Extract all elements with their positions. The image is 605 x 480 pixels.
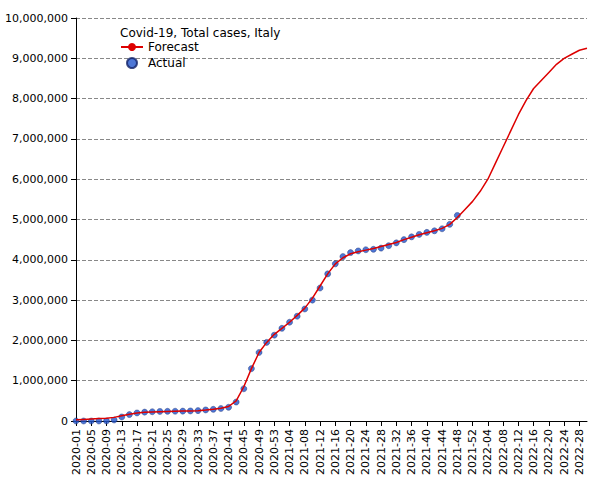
svg-text:2021-16: 2021-16 <box>329 429 342 475</box>
svg-text:1,000,000: 1,000,000 <box>12 374 68 387</box>
svg-text:2021-44: 2021-44 <box>436 429 449 475</box>
svg-text:2020-01: 2020-01 <box>70 429 83 475</box>
svg-text:9,000,000: 9,000,000 <box>12 52 68 65</box>
svg-text:7,000,000: 7,000,000 <box>12 132 68 145</box>
svg-text:2022-16: 2022-16 <box>527 429 540 475</box>
svg-text:2020-37: 2020-37 <box>207 429 220 475</box>
svg-text:2020-33: 2020-33 <box>192 429 205 475</box>
svg-text:2021-08: 2021-08 <box>298 429 311 475</box>
svg-text:2020-41: 2020-41 <box>222 429 235 475</box>
svg-text:2020-05: 2020-05 <box>85 429 98 475</box>
svg-text:2022-24: 2022-24 <box>558 429 571 475</box>
svg-text:2020-09: 2020-09 <box>100 429 113 475</box>
svg-text:2022-20: 2022-20 <box>542 429 555 475</box>
svg-text:2021-24: 2021-24 <box>359 429 372 475</box>
svg-text:Forecast: Forecast <box>148 40 199 54</box>
svg-text:2021-52: 2021-52 <box>466 429 479 475</box>
svg-text:2020-25: 2020-25 <box>161 429 174 475</box>
svg-text:2020-53: 2020-53 <box>268 429 281 475</box>
svg-text:0: 0 <box>61 415 68 428</box>
svg-text:3,000,000: 3,000,000 <box>12 294 68 307</box>
svg-text:2022-04: 2022-04 <box>481 429 494 475</box>
svg-text:2020-29: 2020-29 <box>176 429 189 475</box>
svg-text:2020-21: 2020-21 <box>146 429 159 475</box>
svg-text:2022-08: 2022-08 <box>497 429 510 475</box>
svg-text:4,000,000: 4,000,000 <box>12 253 68 266</box>
svg-text:2021-48: 2021-48 <box>451 429 464 475</box>
svg-text:2021-12: 2021-12 <box>314 429 327 475</box>
svg-text:5,000,000: 5,000,000 <box>12 213 68 226</box>
svg-text:Actual: Actual <box>148 56 186 70</box>
svg-text:2021-40: 2021-40 <box>420 429 433 475</box>
svg-text:2020-17: 2020-17 <box>131 429 144 475</box>
svg-text:2021-32: 2021-32 <box>390 429 403 475</box>
svg-text:2022-28: 2022-28 <box>573 429 586 475</box>
svg-text:2021-20: 2021-20 <box>344 429 357 475</box>
svg-text:8,000,000: 8,000,000 <box>12 92 68 105</box>
svg-text:2021-04: 2021-04 <box>283 429 296 475</box>
svg-text:2,000,000: 2,000,000 <box>12 334 68 347</box>
svg-text:2022-12: 2022-12 <box>512 429 525 475</box>
svg-text:2021-28: 2021-28 <box>375 429 388 475</box>
svg-text:2020-45: 2020-45 <box>237 429 250 475</box>
svg-text:Covid-19, Total cases, Italy: Covid-19, Total cases, Italy <box>120 26 280 40</box>
svg-text:10,000,000: 10,000,000 <box>5 12 68 25</box>
svg-text:2021-36: 2021-36 <box>405 429 418 475</box>
svg-text:6,000,000: 6,000,000 <box>12 173 68 186</box>
svg-text:2020-13: 2020-13 <box>115 429 128 475</box>
svg-text:2020-49: 2020-49 <box>253 429 266 475</box>
